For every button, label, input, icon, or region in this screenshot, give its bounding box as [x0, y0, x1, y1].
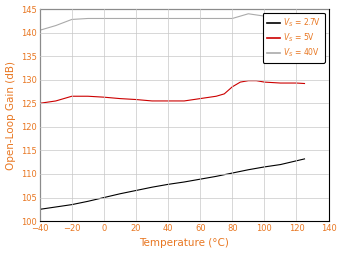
X-axis label: Temperature (°C): Temperature (°C): [139, 239, 229, 248]
Legend: $V_S$ = 2.7V, $V_S$ = 5V, $V_S$ = 40V: $V_S$ = 2.7V, $V_S$ = 5V, $V_S$ = 40V: [263, 13, 325, 62]
Y-axis label: Open-Loop Gain (dB): Open-Loop Gain (dB): [5, 61, 15, 170]
